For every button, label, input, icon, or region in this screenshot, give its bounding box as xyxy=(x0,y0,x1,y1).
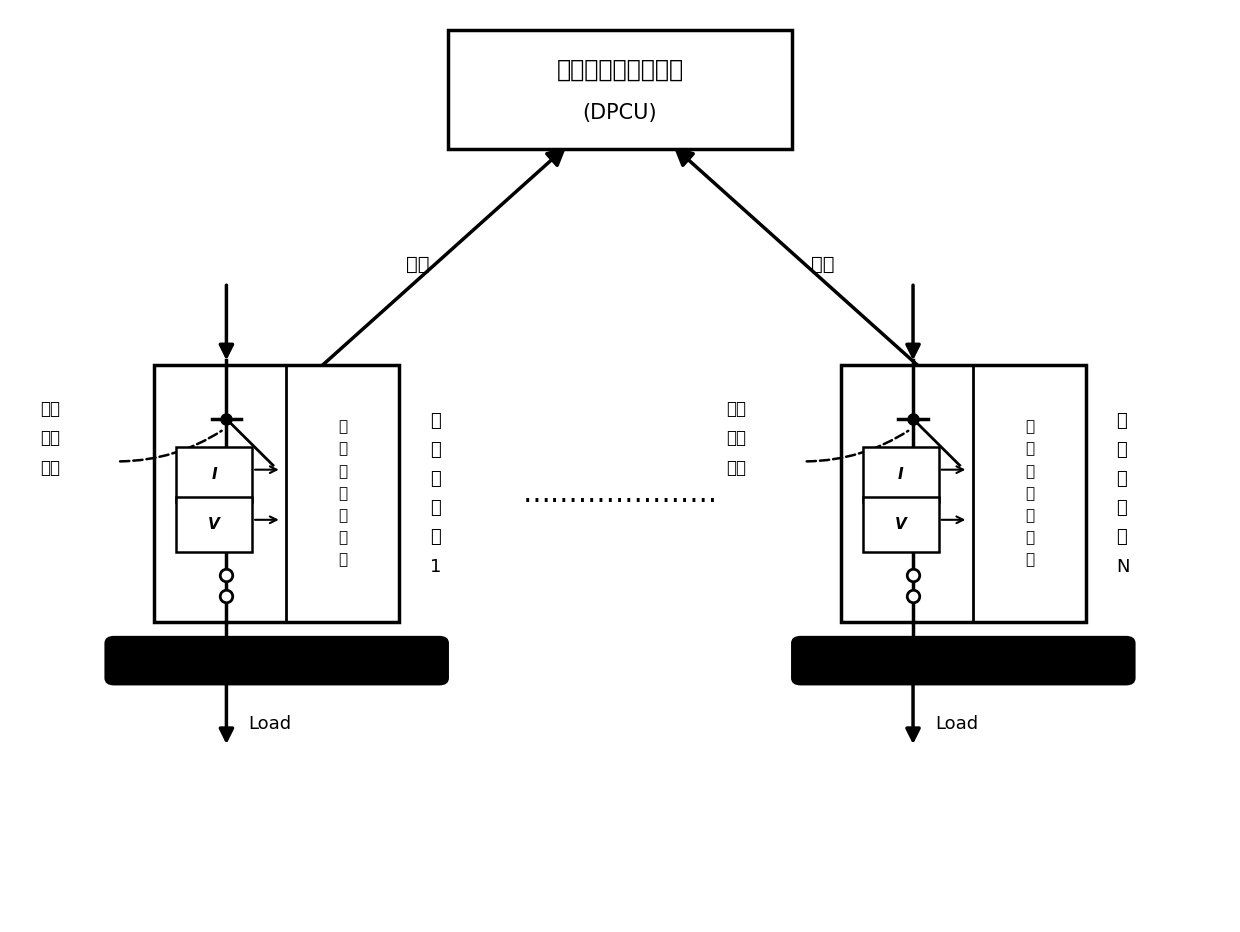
Text: …………………: ………………… xyxy=(522,480,718,508)
FancyBboxPatch shape xyxy=(104,636,449,685)
Bar xyxy=(841,365,1086,622)
FancyBboxPatch shape xyxy=(791,636,1136,685)
Text: 总线: 总线 xyxy=(405,254,429,273)
Text: Load: Load xyxy=(248,715,291,733)
Bar xyxy=(863,446,939,501)
Text: I: I xyxy=(898,467,904,482)
Text: V: V xyxy=(208,517,219,532)
Bar xyxy=(449,30,791,149)
Text: 分
布
式
控
制
单
元: 分 布 式 控 制 单 元 xyxy=(339,419,347,568)
Bar xyxy=(863,497,939,552)
Text: 智
能
接
触
器
N: 智 能 接 触 器 N xyxy=(1116,412,1130,576)
Text: (DPCU): (DPCU) xyxy=(583,103,657,122)
Text: 分
布
式
控
制
单
元: 分 布 式 控 制 单 元 xyxy=(1025,419,1034,568)
Text: I: I xyxy=(211,467,217,482)
Text: 分布式配电控制单元: 分布式配电控制单元 xyxy=(557,58,683,81)
Bar xyxy=(176,446,252,501)
Text: 智
能
接
触
器
1: 智 能 接 触 器 1 xyxy=(430,412,441,576)
Text: 总线: 总线 xyxy=(811,254,835,273)
Text: 辅助
触点
状态: 辅助 触点 状态 xyxy=(40,400,60,476)
Text: 辅助
触点
状态: 辅助 触点 状态 xyxy=(727,400,746,476)
Bar xyxy=(176,497,252,552)
Bar xyxy=(154,365,399,622)
Text: Load: Load xyxy=(935,715,978,733)
Text: V: V xyxy=(895,517,906,532)
